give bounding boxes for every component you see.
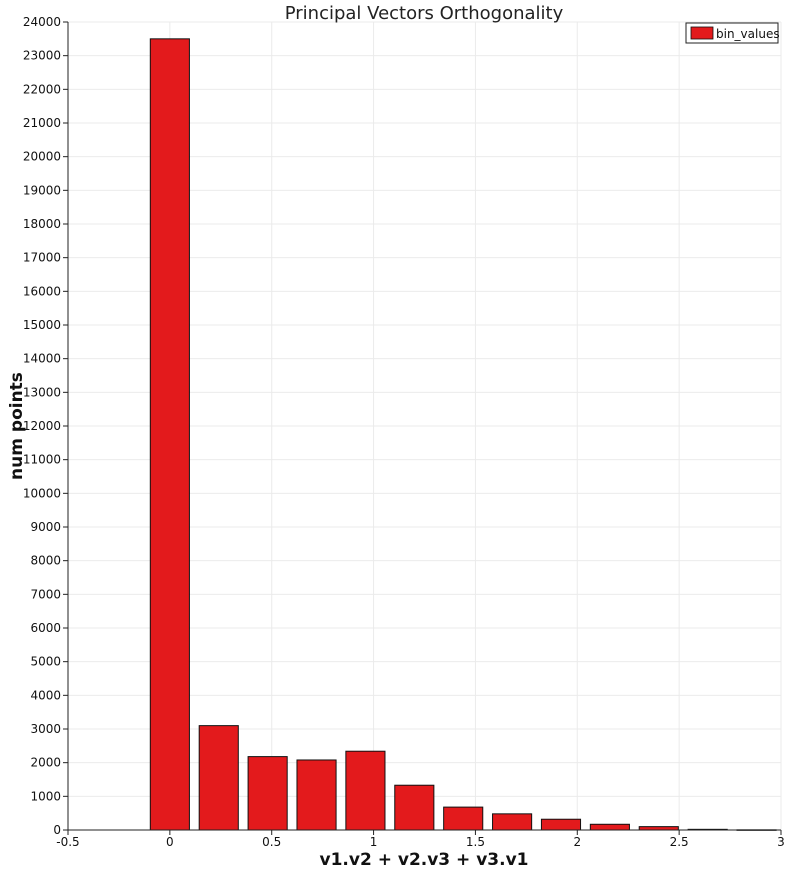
y-tick-label: 1000 <box>30 789 61 803</box>
histogram-bar <box>198 725 239 831</box>
y-tick-label: 10000 <box>23 486 61 500</box>
y-tick-label: 12000 <box>23 419 61 433</box>
histogram-bar <box>247 756 288 831</box>
y-axis-title: num points <box>7 372 27 480</box>
x-tick-label: 1.5 <box>466 835 485 849</box>
x-tick-label: 2 <box>573 835 581 849</box>
y-tick-label: 24000 <box>23 15 61 29</box>
chart-title: Principal Vectors Orthogonality <box>285 3 564 24</box>
y-tick-label: 15000 <box>23 318 61 332</box>
histogram-bar <box>492 813 533 831</box>
x-tick-label: 1 <box>370 835 378 849</box>
y-tick-label: 23000 <box>23 49 61 63</box>
y-tick-label: 2000 <box>30 756 61 770</box>
x-tick-label: 3 <box>777 835 785 849</box>
y-tick-label: 18000 <box>23 217 61 231</box>
y-tick-label: 11000 <box>23 453 61 467</box>
histogram-bar <box>149 38 190 831</box>
y-tick-label: 8000 <box>30 554 61 568</box>
y-tick-label: 14000 <box>23 352 61 366</box>
histogram-bar <box>540 818 582 831</box>
histogram-bar <box>394 784 435 831</box>
x-axis-title: v1.v2 + v2.v3 + v3.v1 <box>320 850 529 870</box>
y-tick-label: 7000 <box>30 587 61 601</box>
legend-swatch <box>690 26 714 40</box>
y-tick-label: 0 <box>53 823 61 837</box>
tick-labels: 0100020003000400050006000700080009000100… <box>23 15 785 849</box>
histogram-bar <box>345 750 386 831</box>
y-tick-label: 21000 <box>23 116 61 130</box>
axes-layer <box>63 21 782 835</box>
y-tick-label: 17000 <box>23 251 61 265</box>
bars-layer <box>149 38 777 831</box>
x-tick-label: 2.5 <box>670 835 689 849</box>
x-tick-label: -0.5 <box>56 835 79 849</box>
y-tick-label: 19000 <box>23 183 61 197</box>
x-tick-label: 0 <box>166 835 174 849</box>
legend: bin_values <box>685 22 780 44</box>
histogram-bar <box>638 826 679 831</box>
histogram-bar <box>589 823 630 831</box>
y-tick-label: 9000 <box>30 520 61 534</box>
y-tick-label: 13000 <box>23 385 61 399</box>
y-tick-label: 20000 <box>23 150 61 164</box>
y-tick-label: 6000 <box>30 621 61 635</box>
y-tick-label: 3000 <box>30 722 61 736</box>
x-tick-label: 0.5 <box>262 835 281 849</box>
histogram-bar <box>443 806 484 831</box>
legend-label: bin_values <box>716 27 780 41</box>
y-tick-label: 16000 <box>23 284 61 298</box>
y-tick-label: 4000 <box>30 688 61 702</box>
y-tick-label: 5000 <box>30 655 61 669</box>
histogram-bar <box>296 759 337 831</box>
y-tick-label: 22000 <box>23 82 61 96</box>
